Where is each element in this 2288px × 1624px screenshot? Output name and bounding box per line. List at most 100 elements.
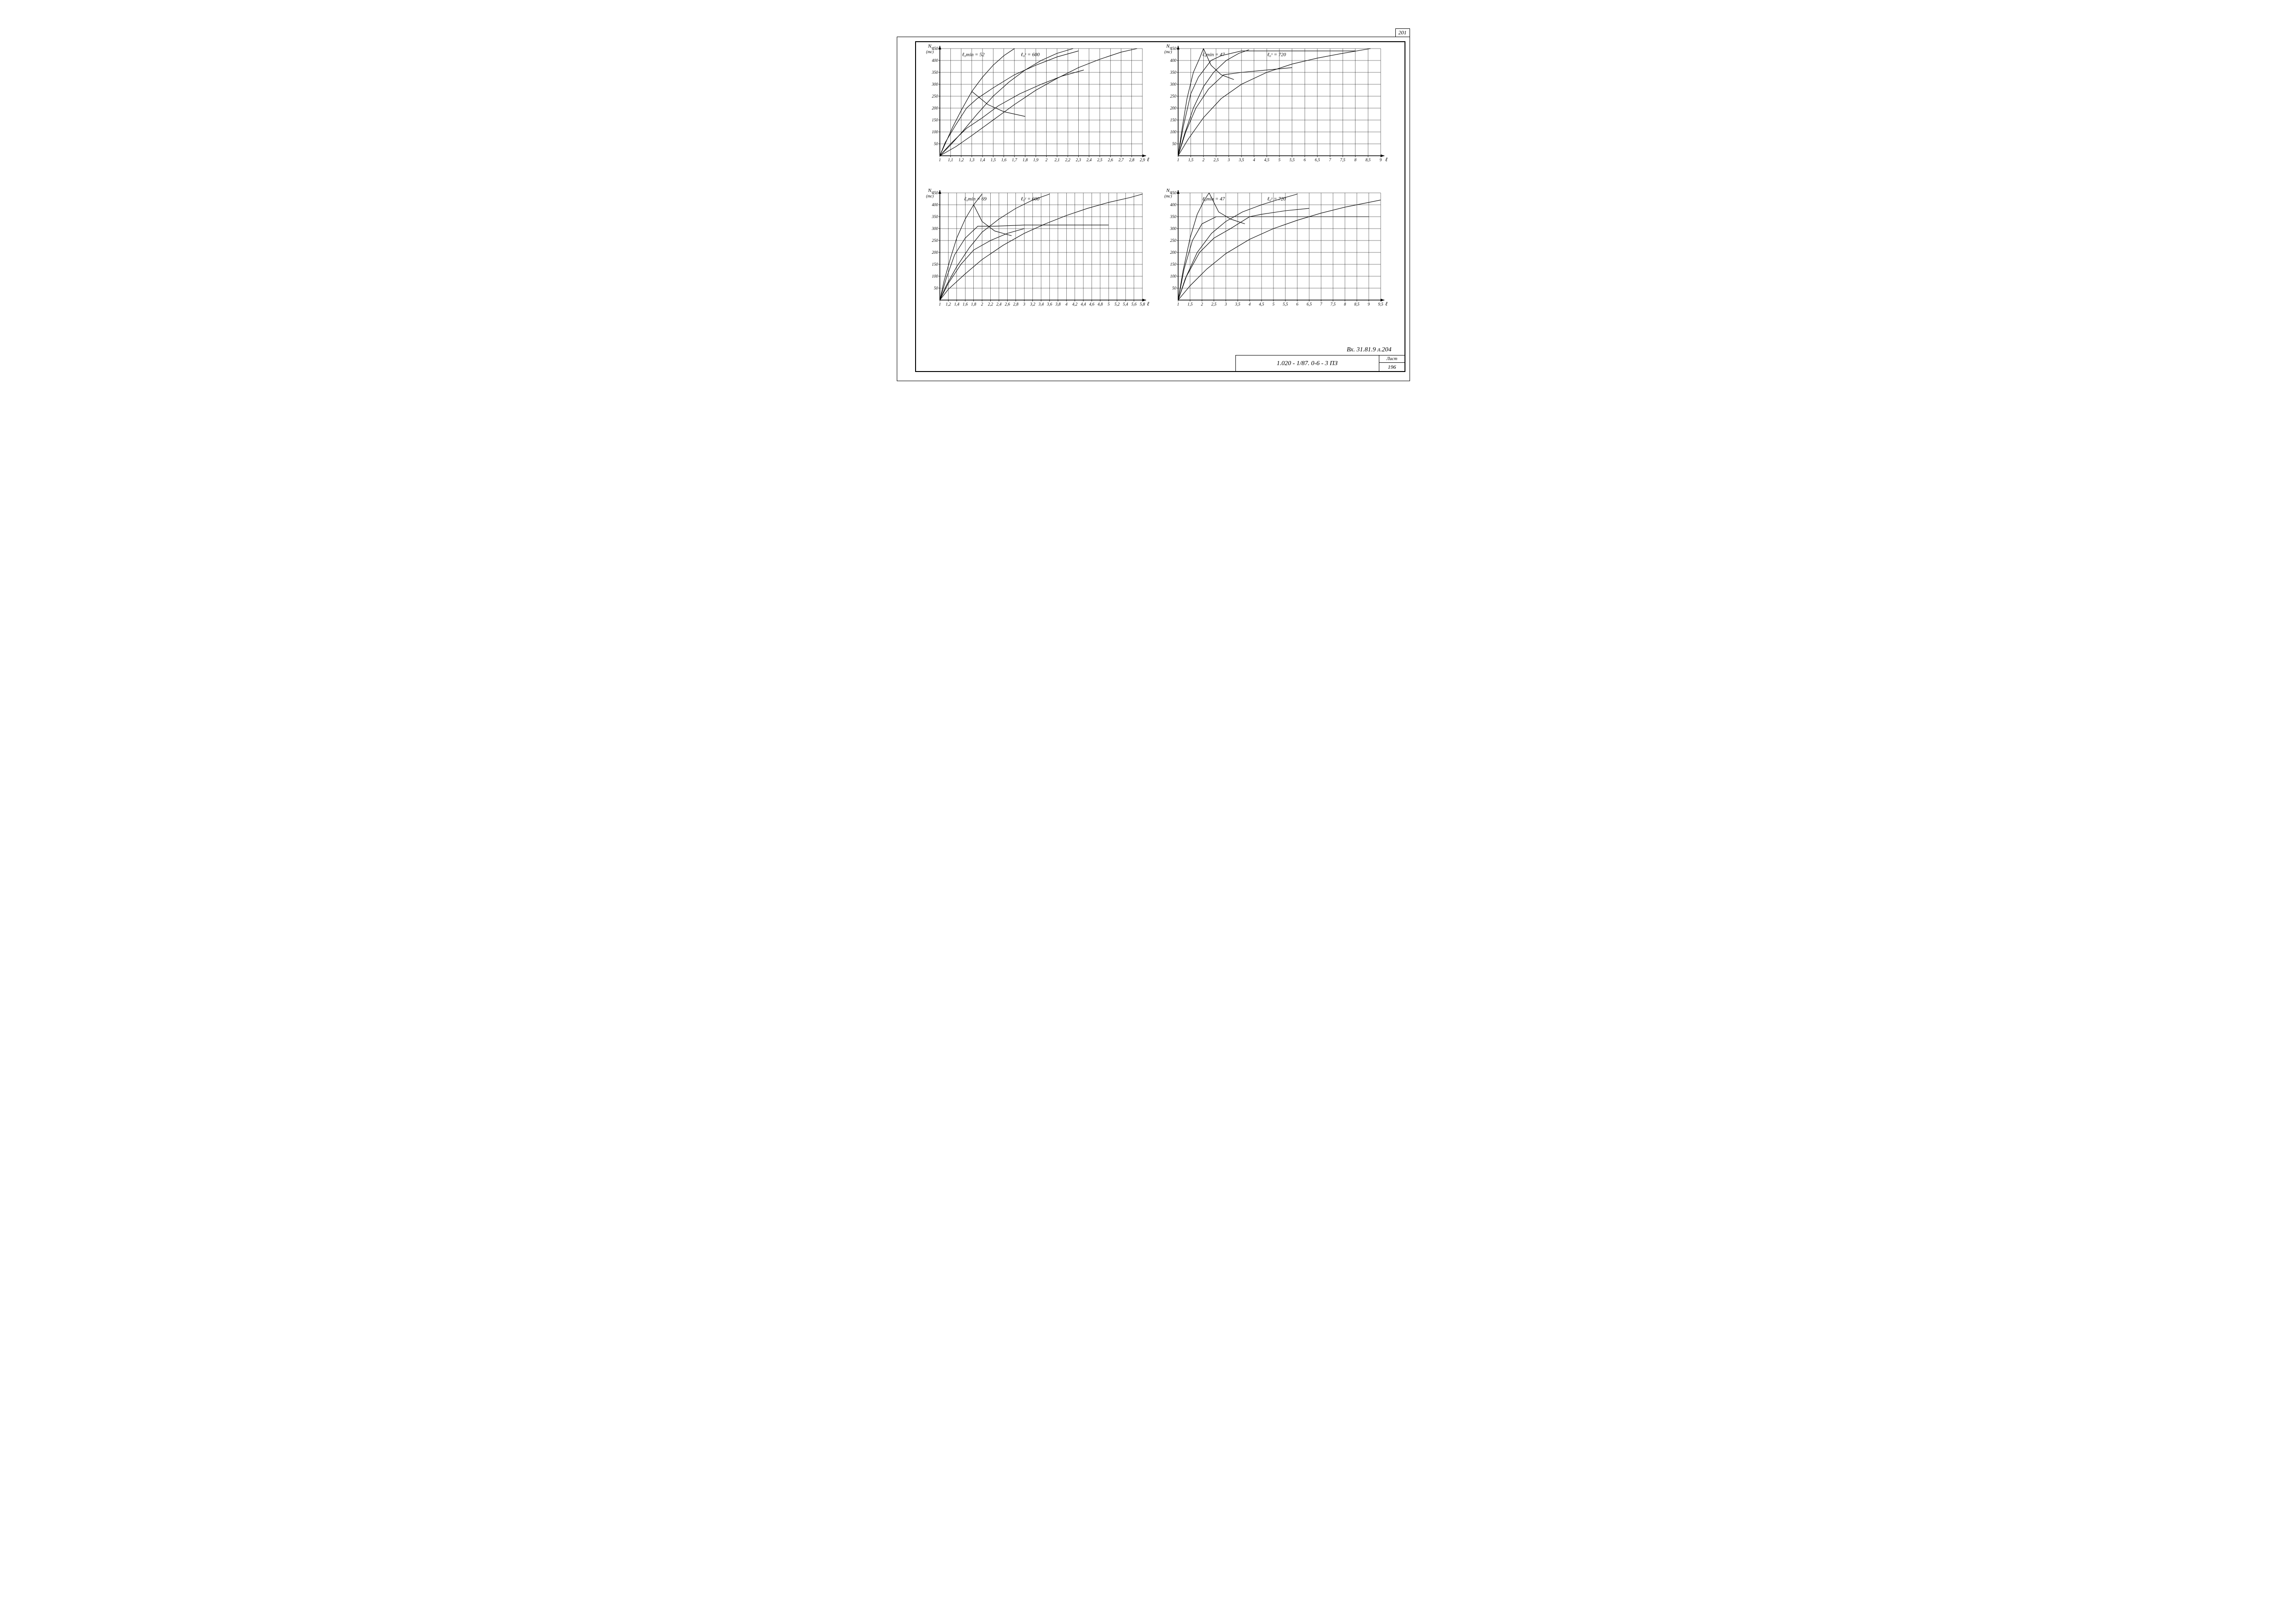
svg-text:4: 4 xyxy=(1253,158,1255,162)
chart-bottom-left: 5010015020025030035040045011,21,41,61,82… xyxy=(926,188,1149,307)
svg-text:6,5: 6,5 xyxy=(1315,158,1320,162)
svg-text:7: 7 xyxy=(1320,302,1322,306)
svg-text:6: 6 xyxy=(1304,158,1306,162)
svg-text:2,6: 2,6 xyxy=(1108,158,1113,162)
svg-text:100: 100 xyxy=(932,274,938,279)
svg-text:350: 350 xyxy=(931,214,938,219)
svg-text:1,1: 1,1 xyxy=(948,158,953,162)
svg-text:(тс): (тс) xyxy=(926,194,934,198)
svg-text:50: 50 xyxy=(934,286,938,290)
svg-text:150: 150 xyxy=(1170,118,1176,122)
svg-text:5: 5 xyxy=(1108,302,1110,306)
svg-text:3: 3 xyxy=(1022,302,1025,306)
svg-text:2,2: 2,2 xyxy=(1065,158,1070,162)
svg-text:4: 4 xyxy=(1248,302,1251,306)
svg-text:7,5: 7,5 xyxy=(1340,158,1345,162)
chart-annotation: ℓ₀ʸ = 720 xyxy=(1267,196,1286,202)
svg-text:2: 2 xyxy=(1201,302,1203,306)
svg-text:4,4: 4,4 xyxy=(1081,302,1086,306)
svg-text:100: 100 xyxy=(1170,130,1176,134)
svg-text:200: 200 xyxy=(932,106,938,110)
series-2 xyxy=(940,49,1137,156)
chart-annotation: ℓ₀min = 52 xyxy=(962,52,984,57)
svg-text:N,: N, xyxy=(1166,188,1171,193)
svg-text:400: 400 xyxy=(1170,202,1176,207)
series-4 xyxy=(1178,208,1309,300)
svg-text:5,4: 5,4 xyxy=(1123,302,1128,306)
drawing-sheet: 201 5010015020025030035040045011,11,21,3… xyxy=(869,0,1419,390)
svg-text:350: 350 xyxy=(1169,214,1176,219)
svg-text:ℓ: ℓ xyxy=(1147,301,1149,307)
svg-text:2,5: 2,5 xyxy=(1213,158,1219,162)
svg-text:N,: N, xyxy=(1166,44,1171,49)
svg-text:2: 2 xyxy=(1202,158,1205,162)
svg-text:5,8: 5,8 xyxy=(1140,302,1145,306)
chart-annotation: ℓ₀ˣ = 600 xyxy=(1021,52,1039,57)
svg-text:8: 8 xyxy=(1344,302,1346,306)
svg-text:350: 350 xyxy=(931,70,938,75)
svg-text:3: 3 xyxy=(1224,302,1227,306)
svg-text:8,5: 8,5 xyxy=(1365,158,1371,162)
svg-text:250: 250 xyxy=(1170,238,1176,243)
svg-text:100: 100 xyxy=(1170,274,1176,279)
svg-text:3,5: 3,5 xyxy=(1238,158,1244,162)
chart-bottom-right: 5010015020025030035040045011,522,533,544… xyxy=(1164,188,1388,307)
series-2 xyxy=(1178,49,1371,156)
svg-text:2: 2 xyxy=(981,302,983,306)
svg-text:1,2: 1,2 xyxy=(958,158,964,162)
series-0 xyxy=(940,49,1015,156)
svg-text:2,4: 2,4 xyxy=(996,302,1002,306)
svg-text:300: 300 xyxy=(1169,82,1176,87)
svg-text:7,5: 7,5 xyxy=(1330,302,1336,306)
svg-text:200: 200 xyxy=(1170,250,1176,255)
series-4 xyxy=(1178,68,1292,156)
svg-text:5: 5 xyxy=(1272,302,1274,306)
chart-annotation: ℓ₀min = 47 xyxy=(1202,196,1225,202)
svg-text:1,4: 1,4 xyxy=(954,302,960,306)
svg-text:1,4: 1,4 xyxy=(980,158,985,162)
series-3 xyxy=(940,51,1078,156)
chart-top-left: 5010015020025030035040045011,11,21,31,41… xyxy=(926,44,1149,163)
svg-text:1: 1 xyxy=(1177,302,1179,306)
svg-text:N,: N, xyxy=(927,44,933,49)
svg-text:2,3: 2,3 xyxy=(1075,158,1081,162)
svg-text:100: 100 xyxy=(932,130,938,134)
svg-text:300: 300 xyxy=(1169,226,1176,231)
svg-text:6,5: 6,5 xyxy=(1306,302,1312,306)
svg-text:3,2: 3,2 xyxy=(1029,302,1035,306)
svg-text:50: 50 xyxy=(934,142,938,146)
svg-text:200: 200 xyxy=(1170,106,1176,110)
svg-text:1,6: 1,6 xyxy=(962,302,968,306)
chart-top-right: 5010015020025030035040045011,522,533,544… xyxy=(1164,44,1388,163)
svg-text:2,1: 2,1 xyxy=(1054,158,1059,162)
svg-text:1: 1 xyxy=(1177,158,1179,162)
svg-text:2,8: 2,8 xyxy=(1013,302,1019,306)
svg-text:9,5: 9,5 xyxy=(1378,302,1383,306)
chart-annotation: ℓ₀min = 47 xyxy=(1202,52,1225,57)
svg-text:8: 8 xyxy=(1354,158,1356,162)
title-block: 1.020 - 1/87. 0-6 - 3 ПЗЛист196 xyxy=(1235,355,1405,372)
svg-text:250: 250 xyxy=(932,94,938,98)
svg-text:5,5: 5,5 xyxy=(1283,302,1288,306)
handwritten-note: Вх. 31.81.9 л.204 xyxy=(1347,346,1392,354)
svg-text:2,8: 2,8 xyxy=(1129,158,1135,162)
svg-text:(тс): (тс) xyxy=(1164,194,1172,198)
svg-text:2,2: 2,2 xyxy=(988,302,993,306)
svg-text:4,5: 4,5 xyxy=(1264,158,1269,162)
svg-text:(тс): (тс) xyxy=(1164,49,1172,54)
svg-text:8,5: 8,5 xyxy=(1354,302,1360,306)
svg-text:400: 400 xyxy=(1170,58,1176,63)
svg-text:1,8: 1,8 xyxy=(971,302,977,306)
svg-text:(тс): (тс) xyxy=(926,49,934,54)
svg-text:3,6: 3,6 xyxy=(1046,302,1052,306)
svg-text:9: 9 xyxy=(1367,302,1370,306)
svg-text:1,2: 1,2 xyxy=(945,302,951,306)
series-0 xyxy=(940,194,982,300)
series-0 xyxy=(1178,193,1209,300)
svg-text:50: 50 xyxy=(1172,142,1177,146)
chart-annotation: ℓ₀min = 69 xyxy=(964,196,987,202)
svg-text:300: 300 xyxy=(931,82,938,87)
svg-text:1,5: 1,5 xyxy=(990,158,996,162)
svg-text:300: 300 xyxy=(931,226,938,231)
svg-text:5,6: 5,6 xyxy=(1131,302,1136,306)
